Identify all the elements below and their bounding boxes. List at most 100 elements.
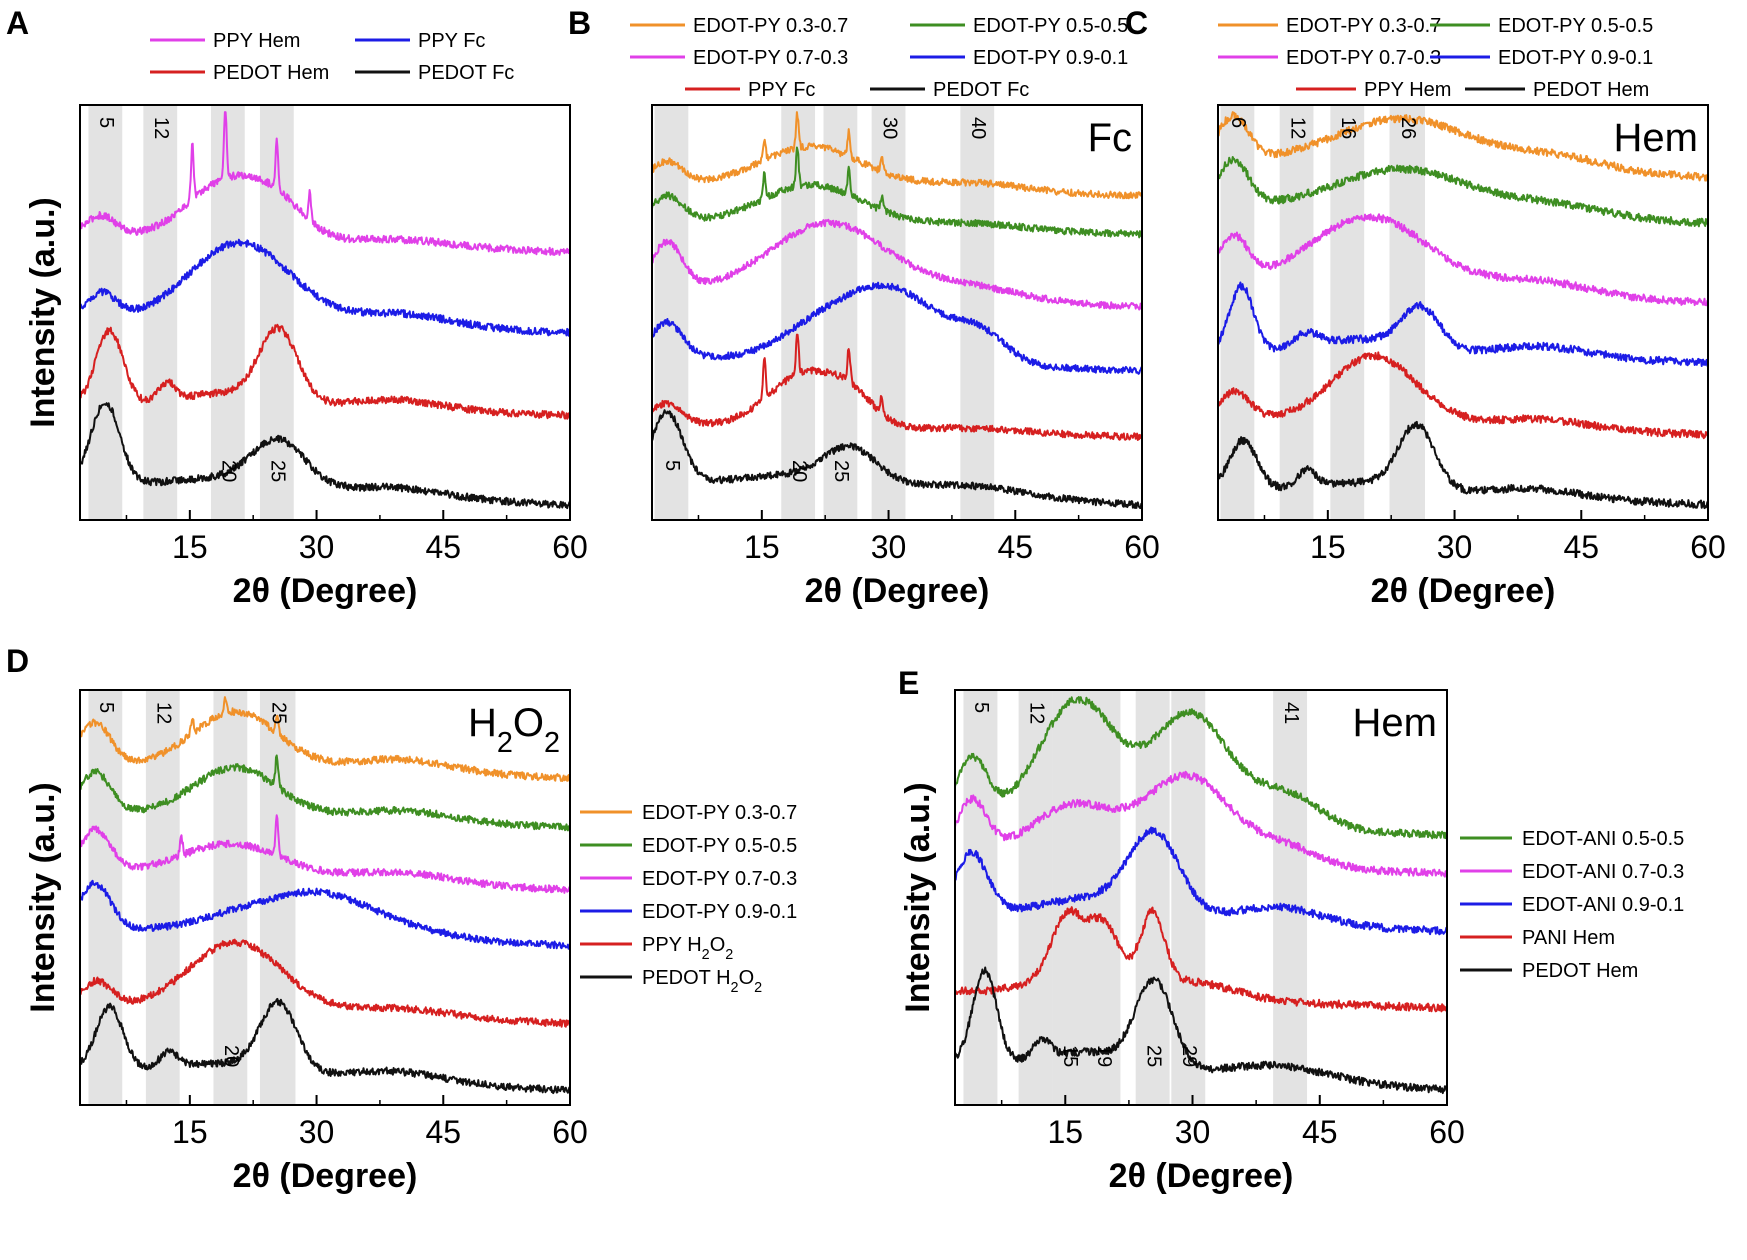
legend: EDOT-PY 0.3-0.7 EDOT-PY 0.5-0.5 EDOT-PY 0.… (1218, 15, 1653, 101)
band-20 (213, 690, 248, 1105)
series-group (80, 111, 570, 510)
legend-label: EDOT-PY 0.7-0.3 (642, 868, 797, 890)
series-group (1218, 111, 1708, 510)
legend-item-pedot-hem: PEDOT Hem (1460, 960, 1638, 982)
band-40 (960, 105, 995, 520)
legend-label: PPY Fc (418, 30, 485, 52)
band-label-12: 12 (153, 702, 175, 724)
band-label-12: 12 (1286, 117, 1308, 139)
legend-label: EDOT-PY 0.3-0.7 (693, 15, 848, 37)
panel-label-b: B (568, 5, 591, 41)
x-tick-label-45: 45 (425, 1114, 461, 1150)
legend-label: EDOT-ANI 0.7-0.3 (1522, 861, 1684, 883)
panel-a: A 5 12 20 25 15 30 45 60 2θ (Degree) Intensity (a.… (6, 5, 588, 610)
legend: EDOT-ANI 0.5-0.5 EDOT-ANI 0.7-0.3 EDOT-ANI… (1460, 828, 1684, 982)
series-ppy-h2o2 (80, 938, 570, 1028)
plot-title: Fc (1088, 116, 1132, 160)
y-axis-label: Intensity (a.u.) (899, 782, 937, 1012)
x-axis-label: 2θ (Degree) (1109, 1157, 1294, 1195)
series-pedot-hem (955, 966, 1447, 1095)
legend-item-pedot-hem: PEDOT Hem (150, 62, 329, 84)
band-5 (88, 105, 123, 520)
panel-b: B 5 20 25 30 40 15 30 45 60 2θ (Degree) Fc EDOT-PY 0… (568, 5, 1160, 610)
panel-label-c: C (1125, 5, 1148, 41)
x-tick-label-15: 15 (172, 529, 208, 565)
band-label-6: 6 (1227, 117, 1249, 128)
band-label-5: 5 (95, 702, 117, 713)
legend-label: PEDOT Hem (1533, 79, 1649, 101)
legend-label: PEDOT Fc (933, 79, 1029, 101)
legend-label: PEDOT Fc (418, 62, 514, 84)
x-tick-label-30: 30 (871, 529, 907, 565)
band-label-19: 19 (1093, 1045, 1115, 1067)
shaded-bands (654, 105, 995, 520)
band-label-20: 20 (788, 460, 810, 482)
series-ppy-fc (652, 333, 1142, 441)
x-axis-label: 2θ (Degree) (233, 572, 418, 610)
series-pedot-fc (652, 409, 1142, 510)
series-pedot-hem (1218, 420, 1708, 510)
x-tick-label-15: 15 (1310, 529, 1346, 565)
band-12 (1279, 105, 1314, 520)
legend-item-edot-py-0-5-0-5: EDOT-PY 0.5-0.5 (1430, 15, 1653, 37)
legend-item-pani-hem: PANI Hem (1460, 927, 1615, 949)
series-edot-ani-0-7-0-3 (955, 770, 1447, 878)
plot-frame (79, 689, 571, 1106)
panel-label-e: E (898, 665, 919, 701)
series-ppy-hem (80, 111, 570, 256)
legend-item-edot-py-0-5-0-5: EDOT-PY 0.5-0.5 (910, 15, 1128, 37)
x-tick-label-30: 30 (1175, 1114, 1211, 1150)
legend-label: PPY Hem (213, 30, 300, 52)
x-tick-label-60: 60 (552, 529, 588, 565)
panel-label-a: A (6, 5, 29, 41)
x-tick-label-45: 45 (997, 529, 1033, 565)
x-tick-label-30: 30 (299, 529, 335, 565)
legend-item-ppy-fc: PPY Fc (355, 30, 485, 52)
series-edot-py-0-3-0-7 (1218, 111, 1708, 182)
band-label-12: 12 (1025, 702, 1047, 724)
legend-label: EDOT-PY 0.9-0.1 (973, 47, 1128, 69)
x-axis-label: 2θ (Degree) (805, 572, 990, 610)
legend-label: PPY Hem (1364, 79, 1451, 101)
band-label-25: 25 (830, 460, 852, 482)
band-label-15: 15 (1059, 1045, 1081, 1067)
legend-item-edot-py-0-9-0-1: EDOT-PY 0.9-0.1 (580, 901, 797, 923)
legend-item-edot-py-0-9-0-1: EDOT-PY 0.9-0.1 (910, 47, 1128, 69)
series-group (652, 111, 1142, 510)
band-25 (259, 105, 294, 520)
band-19 (1086, 690, 1121, 1105)
band-label-5: 5 (970, 702, 992, 713)
legend-label: PEDOT Hem (1522, 960, 1638, 982)
legend-item-pedot-fc: PEDOT Fc (870, 79, 1029, 101)
x-tick-label-60: 60 (1690, 529, 1726, 565)
y-axis-label: Intensity (a.u.) (24, 782, 62, 1012)
legend-label: EDOT-PY 0.9-0.1 (1498, 47, 1653, 69)
band-20 (781, 105, 816, 520)
band-label-25: 25 (267, 702, 289, 724)
band-12 (1018, 690, 1053, 1105)
x-tick-label-15: 15 (172, 1114, 208, 1150)
x-axis-label: 2θ (Degree) (1371, 572, 1556, 610)
series-edot-py-0-9-0-1 (1218, 281, 1708, 367)
band-label-29: 29 (1178, 1045, 1200, 1067)
series-edot-py-0-7-0-3 (652, 218, 1142, 311)
plot-title: Hem (1353, 701, 1437, 745)
band-12 (143, 105, 178, 520)
legend-item-edot-py-0-7-0-3: EDOT-PY 0.7-0.3 (580, 868, 797, 890)
plot-frame (651, 104, 1143, 521)
series-pedot-h2o2 (80, 997, 570, 1095)
legend-label: EDOT-PY 0.9-0.1 (642, 901, 797, 923)
x-axis-label: 2θ (Degree) (233, 1157, 418, 1195)
legend: PPY Hem PPY Fc PEDOT Hem PEDOT Fc (150, 30, 514, 84)
series-edot-py-0-9-0-1 (652, 281, 1142, 375)
legend-item-pedot-hem: PEDOT Hem (1465, 79, 1649, 101)
panel-label-d: D (6, 643, 29, 679)
plot-title: H2O2 (468, 701, 560, 759)
x-tick-label-60: 60 (1124, 529, 1160, 565)
legend-item-edot-ani-0-7-0-3: EDOT-ANI 0.7-0.3 (1460, 861, 1684, 883)
series-edot-py-0-5-0-5 (652, 146, 1142, 239)
panel-e: E 5 12 15 19 25 29 41 15 30 45 60 2θ (Degree) Intensi… (898, 665, 1684, 1195)
series-edot-py-0-9-0-1 (80, 879, 570, 950)
legend-item-edot-ani-0-9-0-1: EDOT-ANI 0.9-0.1 (1460, 894, 1684, 916)
